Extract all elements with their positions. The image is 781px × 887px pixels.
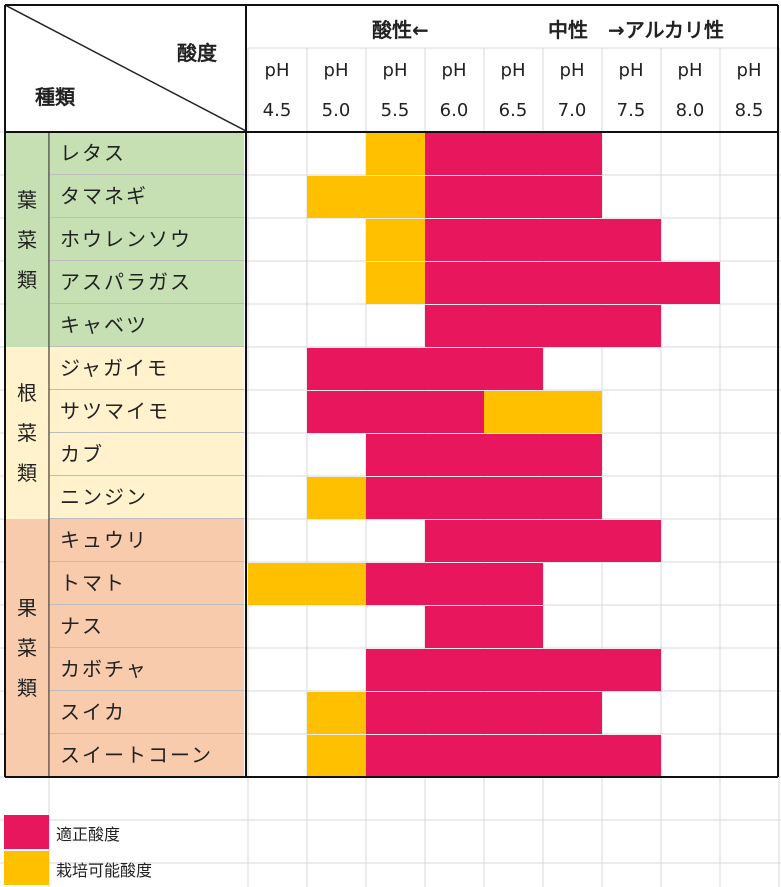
category-char: 果 xyxy=(17,596,37,620)
legend-swatch-optimal xyxy=(4,815,49,849)
vegetable-name: カブ xyxy=(50,433,244,476)
vegetable-name: スイートコーン xyxy=(50,734,244,777)
category-char: 類 xyxy=(17,461,37,485)
vegetable-name: カボチャ xyxy=(50,648,244,691)
ph-label-top: pH xyxy=(323,60,349,81)
category-char: 葉 xyxy=(17,187,37,212)
category-char: 類 xyxy=(17,267,37,292)
possible-ph-bar xyxy=(307,176,425,218)
kind-label: 種類 xyxy=(35,85,75,109)
possible-ph-bar xyxy=(307,477,366,519)
possible-ph-bar xyxy=(307,735,366,777)
vegetable-name: キュウリ xyxy=(50,519,244,562)
optimal-ph-bar xyxy=(425,133,602,175)
possible-ph-bar xyxy=(307,692,366,734)
optimal-ph-bar xyxy=(366,735,661,777)
optimal-ph-bar xyxy=(366,434,602,476)
vegetable-name: キャベツ xyxy=(50,304,244,347)
optimal-ph-bar xyxy=(366,649,661,691)
vegetable-name: サツマイモ xyxy=(50,390,244,433)
ph-label-top: pH xyxy=(441,60,467,81)
vegetable-name: レタス xyxy=(50,132,244,175)
ph-label-value: 5.5 xyxy=(380,100,410,121)
vegetable-name: アスパラガス xyxy=(50,261,244,304)
optimal-ph-bar xyxy=(425,262,720,304)
vegetable-name: ホウレンソウ xyxy=(50,218,244,261)
ph-label-top: pH xyxy=(264,60,290,81)
ph-label-top: pH xyxy=(382,60,408,81)
category-char: 類 xyxy=(17,676,37,700)
optimal-ph-bar xyxy=(425,520,661,562)
acidic-label: 酸性← xyxy=(372,18,429,42)
possible-ph-bar xyxy=(484,391,602,433)
optimal-ph-bar xyxy=(366,563,543,605)
category-char: 菜 xyxy=(17,636,37,660)
optimal-ph-bar xyxy=(366,477,602,519)
optimal-ph-bar xyxy=(425,606,543,648)
legend-label-optimal: 適正酸度 xyxy=(56,825,121,844)
ph-label-top: pH xyxy=(618,60,644,81)
ph-label-value: 5.0 xyxy=(321,100,351,121)
ph-label-top: pH xyxy=(500,60,526,81)
ph-label-top: pH xyxy=(736,60,762,81)
acidity-label: 酸度 xyxy=(177,41,217,65)
category-char: 根 xyxy=(17,381,37,405)
ph-label-value: 4.5 xyxy=(262,100,292,121)
optimal-ph-bar xyxy=(366,692,602,734)
vegetable-name: ジャガイモ xyxy=(50,347,244,390)
ph-label-value: 7.0 xyxy=(557,100,587,121)
ph-label-top: pH xyxy=(559,60,585,81)
neutral-label: 中性 xyxy=(548,18,588,42)
legend-swatch-possible xyxy=(4,851,49,885)
category-char: 菜 xyxy=(17,421,37,445)
vegetable-name: タマネギ xyxy=(50,175,244,218)
vegetable-name: ナス xyxy=(50,605,244,648)
category-cell: 根菜類 xyxy=(5,347,49,519)
optimal-ph-bar xyxy=(307,348,543,390)
possible-ph-bar xyxy=(366,133,425,175)
possible-ph-bar xyxy=(248,563,366,605)
ph-label-value: 6.5 xyxy=(498,100,528,121)
possible-ph-bar xyxy=(366,262,425,304)
header-corner-cell: 酸度 種類 xyxy=(5,5,246,131)
ph-label-value: 6.0 xyxy=(439,100,469,121)
vegetable-name: トマト xyxy=(50,562,244,605)
optimal-ph-bar xyxy=(307,391,484,433)
possible-ph-bar xyxy=(366,219,425,261)
category-cell: 葉菜類 xyxy=(5,132,49,347)
alkaline-label: →アルカリ性 xyxy=(608,18,724,42)
optimal-ph-bar xyxy=(425,305,661,347)
ph-label-value: 8.5 xyxy=(734,100,764,121)
legend-label-possible: 栽培可能酸度 xyxy=(56,861,153,880)
ph-label-value: 8.0 xyxy=(675,100,705,121)
vegetable-name: スイカ xyxy=(50,691,244,734)
vegetable-name: ニンジン xyxy=(50,476,244,519)
optimal-ph-bar xyxy=(425,176,602,218)
optimal-ph-bar xyxy=(425,219,661,261)
ph-label-top: pH xyxy=(677,60,703,81)
diagonal-divider xyxy=(5,5,246,131)
category-char: 菜 xyxy=(17,227,37,252)
category-cell: 果菜類 xyxy=(5,519,49,777)
ph-label-value: 7.5 xyxy=(616,100,646,121)
